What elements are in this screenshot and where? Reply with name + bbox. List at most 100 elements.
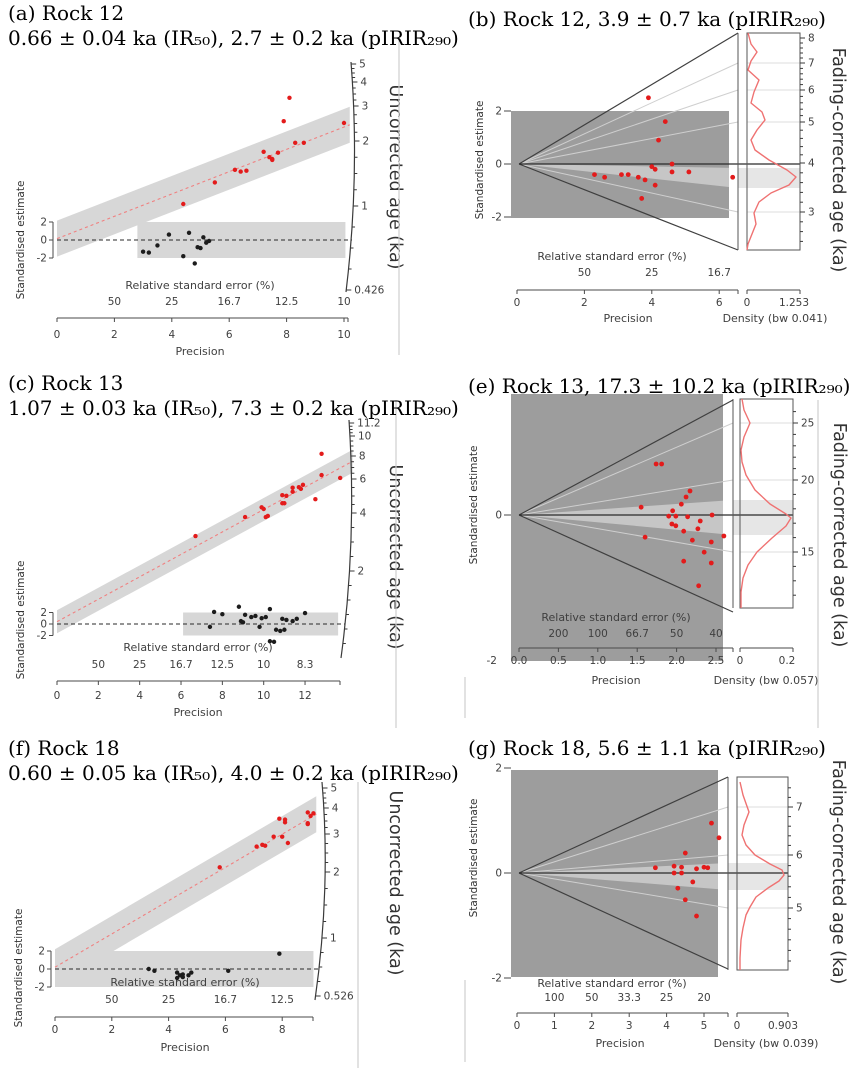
svg-text:16.7: 16.7 [218,296,241,308]
panel-c-title: (c) Rock 13 [8,371,124,395]
svg-text:2: 2 [358,566,365,578]
svg-text:1: 1 [361,201,368,213]
age-axis-label: Uncorrected age (ka) [385,791,405,976]
svg-text:15: 15 [801,547,814,559]
svg-text:25: 25 [133,659,146,671]
svg-text:0.426: 0.426 [354,285,384,297]
svg-text:16.7: 16.7 [214,994,237,1006]
panel-f-title: (f) Rock 18 [8,736,120,760]
svg-text:4: 4 [332,803,339,815]
svg-text:0: 0 [52,1024,59,1036]
svg-text:20: 20 [697,992,710,1004]
panel-f-bands [55,796,317,987]
svg-text:2: 2 [333,867,340,879]
svg-text:12.5: 12.5 [211,659,234,671]
svg-text:2: 2 [362,136,369,148]
svg-text:0: 0 [495,159,502,171]
panel-e-abanico-plot: 0 Standardised estimate 25 20 15 0.0 0.5 1.0 1.5… [468,394,849,687]
svg-text:5: 5 [796,903,803,915]
svg-text:-2: -2 [492,973,502,985]
svg-text:50: 50 [108,296,121,308]
svg-text:4: 4 [360,508,367,520]
svg-text:6: 6 [808,85,815,97]
svg-text:2: 2 [95,690,102,702]
svg-text:4: 4 [808,158,815,170]
panel-f-points [146,810,316,981]
svg-text:10: 10 [358,431,371,443]
svg-text:6: 6 [226,329,233,341]
svg-text:7: 7 [796,802,803,814]
svg-text:Relative standard error (%): Relative standard error (%) [537,977,686,990]
svg-text:0.903: 0.903 [768,1020,798,1032]
svg-text:4: 4 [648,297,655,309]
svg-text:3: 3 [808,207,815,219]
svg-text:0: 0 [54,329,61,341]
svg-text:6: 6 [360,474,367,486]
age-axis-label: Uncorrected age (ka) [385,465,405,650]
panel-a-title: (a) Rock 12 [8,1,125,25]
panel-g-points [652,820,722,919]
svg-text:2: 2 [40,217,47,229]
svg-text:0: 0 [54,690,61,702]
svg-text:2.5: 2.5 [708,655,725,667]
svg-text:0: 0 [495,510,502,522]
svg-text:Density (bw 0.039): Density (bw 0.039) [714,1037,819,1050]
age-axis-label: Fading-corrected age (ka) [828,760,848,985]
svg-text:0: 0 [744,297,751,309]
panel-b-title: (b) Rock 12, 3.9 ± 0.7 ka (pIRIR₂₉₀) [468,7,826,31]
svg-text:Precision: Precision [160,1041,209,1054]
svg-text:12.5: 12.5 [275,296,298,308]
svg-text:16.7: 16.7 [708,267,731,279]
svg-text:8.3: 8.3 [297,659,314,671]
y-axis-label: Standardised estimate [13,909,25,1028]
svg-text:8: 8 [808,33,815,45]
svg-text:-2: -2 [37,630,47,642]
svg-text:Precision: Precision [603,312,652,325]
svg-text:-2: -2 [35,982,45,994]
svg-text:66.7: 66.7 [626,628,649,640]
svg-text:200: 200 [548,628,568,640]
svg-text:-2: -2 [487,655,497,667]
svg-text:50: 50 [105,994,118,1006]
svg-text:12.5: 12.5 [271,994,294,1006]
svg-text:0.526: 0.526 [324,991,354,1003]
svg-text:0: 0 [495,868,502,880]
svg-text:5: 5 [359,59,366,71]
age-axis-label: Uncorrected age (ka) [385,85,405,270]
svg-text:10: 10 [337,329,350,341]
svg-text:50: 50 [578,267,591,279]
svg-text:1: 1 [551,1020,558,1032]
panel-a-subtitle: 0.66 ± 0.04 ka (IR₅₀), 2.7 ± 0.2 ka (pIR… [8,26,459,50]
panel-e-points [638,461,727,589]
svg-text:3: 3 [333,829,340,841]
svg-text:-2: -2 [37,253,47,265]
svg-text:0: 0 [514,297,521,309]
svg-text:2: 2 [38,946,45,958]
panel-g-title: (g) Rock 18, 5.6 ± 1.1 ka (pIRIR₂₉₀) [468,736,826,760]
panel-c-points [193,451,343,645]
svg-text:-2: -2 [492,212,502,224]
svg-text:25: 25 [165,296,178,308]
svg-text:0: 0 [514,1020,521,1032]
svg-text:6: 6 [716,297,723,309]
svg-text:2: 2 [588,1020,595,1032]
svg-text:10: 10 [337,296,350,308]
y-axis-label: Standardised estimate [474,101,486,220]
svg-text:4: 4 [136,690,143,702]
svg-text:Density (bw 0.057): Density (bw 0.057) [714,674,819,687]
y-axis-label: Standardised estimate [15,181,27,300]
svg-text:Density (bw 0.041): Density (bw 0.041) [723,312,828,325]
svg-text:8: 8 [279,1024,286,1036]
y-axis-label: Standardised estimate [468,799,480,918]
svg-text:8: 8 [219,690,226,702]
svg-text:2: 2 [108,1024,115,1036]
svg-text:5: 5 [701,1020,708,1032]
svg-text:0.5: 0.5 [550,655,567,667]
svg-text:3: 3 [626,1020,633,1032]
